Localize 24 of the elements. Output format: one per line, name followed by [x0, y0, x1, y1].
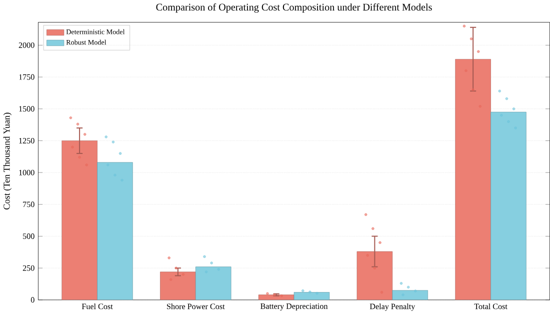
x-tick-label: Fuel Cost	[82, 303, 113, 310]
y-axis-title: Cost (Ten Thousand Yuan)	[3, 112, 12, 210]
y-tick-label: 750	[23, 202, 34, 208]
x-tick-label: Delay Penalty	[370, 303, 416, 311]
bar	[160, 272, 196, 300]
chart-title: Comparison of Operating Cost Composition under Different Models	[156, 3, 432, 13]
bar	[490, 112, 526, 300]
y-tick-label: 250	[22, 265, 34, 271]
x-tick-label: Battery Depreciation	[260, 303, 328, 310]
bar	[62, 140, 98, 300]
y-tick-label: 1500	[19, 106, 34, 112]
y-tick-label: 1000	[19, 170, 34, 176]
y-tick-label: 1250	[19, 138, 34, 144]
y-tick-label: 0	[30, 297, 34, 303]
y-tick-label: 1750	[19, 74, 34, 80]
bar	[455, 58, 491, 300]
bar	[356, 251, 393, 300]
x-tick-label: Total Cost	[474, 303, 508, 310]
x-tick-label: Shore Power Cost	[167, 303, 225, 310]
bar	[97, 162, 133, 300]
y-tick-label: 2000	[18, 42, 34, 48]
bar	[392, 290, 428, 300]
y-tick-label: 500	[23, 233, 34, 239]
bar	[195, 266, 232, 300]
